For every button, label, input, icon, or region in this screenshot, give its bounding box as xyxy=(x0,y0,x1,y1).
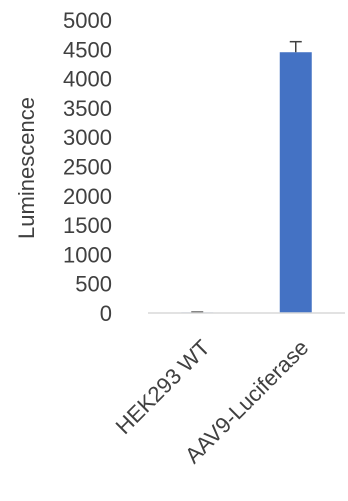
y-tick-label: 5000 xyxy=(63,8,112,33)
y-tick-label: 3500 xyxy=(63,96,112,121)
x-tick-label: HEK293 WT xyxy=(111,335,215,439)
error-bar xyxy=(289,40,302,53)
y-tick-label: 1500 xyxy=(63,213,112,238)
y-tick-label: 2000 xyxy=(63,184,112,209)
y-tick-label: 4000 xyxy=(63,67,112,92)
y-tick-label: 0 xyxy=(100,301,112,326)
bar xyxy=(279,52,312,313)
y-tick-label: 3000 xyxy=(63,125,112,150)
y-tick-label: 1000 xyxy=(63,242,112,267)
y-tick-label: 4500 xyxy=(63,37,112,62)
y-axis-title: Luminescence xyxy=(14,97,39,239)
bars xyxy=(181,52,312,313)
error-bars xyxy=(191,40,302,313)
y-tick-label: 500 xyxy=(75,272,112,297)
y-tick-label: 2500 xyxy=(63,155,112,180)
y-axis-ticks: 0 500 1000 1500 2000 2500 3000 3500 4000 4500 5000 xyxy=(63,8,112,326)
